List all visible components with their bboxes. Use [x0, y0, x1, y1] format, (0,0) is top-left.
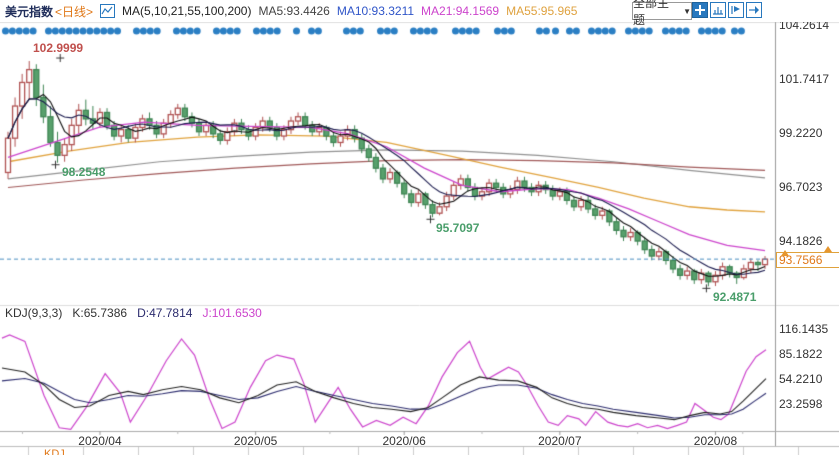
low-price-label: 92.4871: [713, 290, 757, 304]
trend-flag-icon[interactable]: [728, 2, 744, 18]
kdj-k-value: K:65.7386: [72, 306, 128, 320]
kdj-axis-label: 54.2210: [779, 372, 823, 386]
date-axis-label: 2020/05: [233, 434, 278, 448]
indicator-tab-kdj[interactable]: KDJ: [44, 448, 65, 455]
theme-dropdown-label: 全部主题: [633, 0, 670, 27]
kdj-axis-label: 85.1822: [779, 347, 823, 361]
pan-tool-icon[interactable]: [692, 2, 708, 18]
price-axis-label: 96.7023: [779, 180, 823, 194]
date-axis-label: 2020/08: [693, 434, 738, 448]
price-up-arrow-icon: [824, 246, 832, 252]
ma-settings-label: MA(5,10,21,55,100,200): [122, 4, 252, 18]
date-axis-label: 2020/07: [538, 434, 582, 448]
date-axis-label: 2020/06: [382, 434, 426, 448]
pop-out-icon[interactable]: [746, 2, 762, 18]
kdj-title: KDJ(9,3,3): [5, 306, 63, 320]
price-axis-label: 94.1826: [779, 234, 823, 248]
price-up-arrow-icon: [781, 250, 789, 256]
current-price-box: 93.7566: [776, 252, 839, 268]
chart-type-icon[interactable]: [100, 4, 116, 18]
period-label[interactable]: <日线>: [55, 4, 94, 19]
ma5-value: MA5:93.4426: [258, 4, 330, 18]
theme-dropdown-button[interactable]: 全部主题 ▼: [632, 0, 692, 27]
price-axis-label: 99.2220: [779, 126, 823, 140]
date-axis-label: 2020/04: [78, 434, 122, 448]
chevron-down-icon: ▼: [683, 6, 691, 16]
price-axis-label: 101.7417: [779, 72, 830, 86]
low-price-label: 98.2548: [62, 165, 106, 179]
ma21-value: MA21:94.1569: [421, 4, 500, 18]
low-price-label: 95.7097: [436, 221, 480, 235]
ma55-value: MA55:95.965: [506, 4, 578, 18]
kdj-axis-label: 116.1435: [779, 322, 829, 336]
high-price-label: 102.9999: [33, 41, 84, 55]
range-stats-icon[interactable]: [710, 2, 726, 18]
toolbar: 美元指数 <日线> MA(5,10,21,55,100,200) MA5:93.…: [0, 0, 839, 22]
kdj-d-value: D:47.7814: [137, 306, 193, 320]
kdj-header: KDJ(9,3,3) K:65.7386 D:47.7814 J:101.653…: [5, 306, 262, 320]
ma10-value: MA10:93.3211: [336, 4, 415, 18]
symbol-name: 美元指数: [5, 4, 54, 19]
kdj-j-value: J:101.6530: [202, 306, 262, 320]
kdj-axis-label: 23.2598: [779, 397, 823, 411]
